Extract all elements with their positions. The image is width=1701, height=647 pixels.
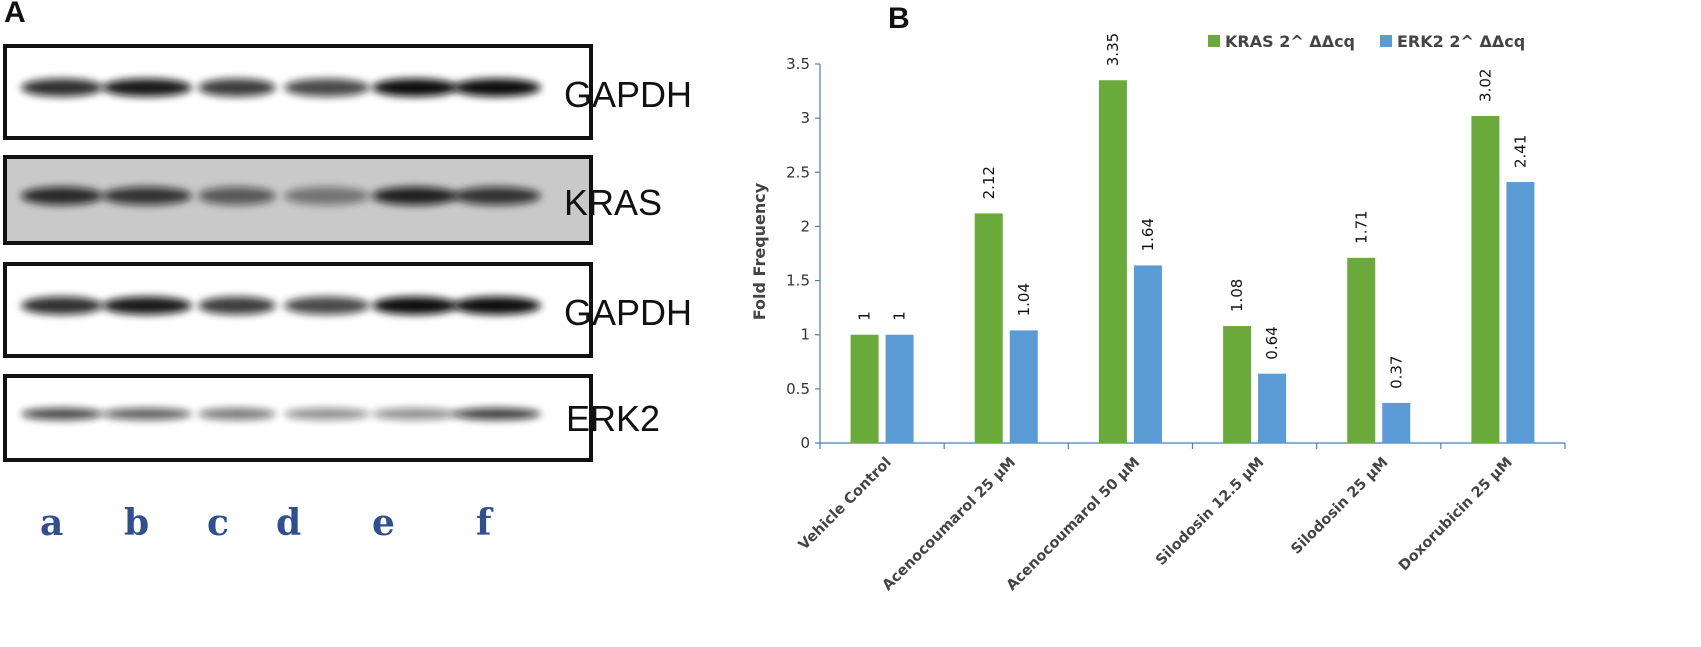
- blot-strip-1: [3, 44, 593, 140]
- erk2-bar-1: [885, 334, 914, 443]
- erk2-bar-6: [1506, 182, 1535, 443]
- blot-label-gapdh: GAPDH: [564, 292, 693, 333]
- blot-band-4-f: [453, 408, 541, 420]
- blot-label-gapdh: GAPDH: [564, 74, 693, 115]
- kras-bar-1: [850, 334, 879, 443]
- kras-value-label-6: 3.02: [1476, 69, 1494, 102]
- blot-band-1-d: [284, 78, 370, 97]
- erk2-bar-3: [1133, 265, 1162, 443]
- lane-label-c: c: [207, 502, 229, 544]
- blot-band-1-b: [102, 78, 192, 97]
- lane-label-e: e: [372, 502, 395, 544]
- blot-band-2-e: [372, 186, 458, 205]
- blot-band-2-c: [198, 186, 276, 205]
- legend-swatch-2: [1380, 35, 1392, 47]
- blot-band-4-b: [102, 408, 192, 420]
- lane-label-a: a: [40, 502, 64, 544]
- kras-bar-2: [974, 213, 1003, 443]
- y-tick-label: 0.5: [786, 380, 810, 398]
- blot-band-2-f: [453, 186, 541, 205]
- blot-band-3-a: [21, 296, 103, 315]
- blot-band-1-e: [372, 78, 458, 97]
- category-label-5: Silodosin 25 µM: [1288, 455, 1391, 558]
- blot-band-3-f: [453, 296, 541, 315]
- blot-band-4-d: [284, 408, 370, 420]
- blot-band-4-e: [372, 408, 458, 420]
- blot-strip-2: [3, 155, 593, 245]
- blot-band-1-f: [453, 78, 541, 97]
- category-label-3: Acenocoumarol 50 µM: [1004, 455, 1143, 594]
- y-tick-label: 3: [800, 109, 810, 127]
- lane-label-b: b: [124, 502, 150, 544]
- bar-chart: 0 0.5 1 1.5 2 2.5 3 3.5 Fold Frequency 1 1 Vehicle …: [750, 32, 1566, 594]
- erk2-value-label-1: 1: [891, 311, 909, 321]
- blot-band-2-a: [21, 186, 103, 205]
- blot-label-erk2: ERK2: [566, 398, 661, 439]
- lane-label-d: d: [276, 502, 302, 544]
- kras-value-label-5: 1.71: [1352, 210, 1370, 243]
- y-tick-label: 1: [800, 326, 810, 344]
- category-label-6: Doxorubicin 25 µM: [1396, 455, 1516, 575]
- legend-swatch-1: [1208, 35, 1220, 47]
- blot-strip-4: [3, 374, 593, 462]
- blot-band-1-c: [198, 78, 276, 97]
- panel-b-letter: B: [888, 2, 910, 35]
- blot-band-3-d: [284, 296, 370, 315]
- kras-value-label-3: 3.35: [1104, 33, 1122, 66]
- y-tick-label: 2: [800, 217, 810, 235]
- blot-band-2-d: [284, 186, 370, 205]
- blot-band-3-e: [372, 296, 458, 315]
- blot-label-kras: KRAS: [564, 182, 663, 223]
- blot-band-1-a: [21, 78, 103, 97]
- erk2-bar-2: [1009, 330, 1038, 443]
- y-tick-label: 0: [800, 434, 810, 452]
- blot-strip-3: [3, 262, 593, 358]
- erk2-value-label-2: 1.04: [1015, 283, 1033, 316]
- kras-value-label-2: 2.12: [980, 166, 998, 199]
- panel-a-letter: A: [4, 0, 26, 29]
- legend-label-2: ERK2 2^ ΔΔcq: [1397, 32, 1525, 51]
- blot-band-3-c: [198, 296, 276, 315]
- blot-band-4-a: [21, 408, 103, 420]
- category-label-4: Silodosin 12.5 µM: [1153, 455, 1267, 569]
- kras-bar-6: [1471, 115, 1500, 443]
- erk2-value-label-6: 2.41: [1511, 135, 1529, 168]
- lane-label-f: f: [476, 502, 492, 544]
- erk2-bar-5: [1382, 402, 1411, 443]
- kras-bar-3: [1098, 80, 1127, 443]
- y-tick-label: 3.5: [786, 55, 810, 73]
- y-axis-label: Fold Frequency: [750, 182, 769, 320]
- kras-value-label-1: 1: [856, 311, 874, 321]
- kras-value-label-4: 1.08: [1228, 279, 1246, 312]
- legend-label-1: KRAS 2^ ΔΔcq: [1225, 32, 1355, 51]
- blot-band-2-b: [102, 186, 192, 205]
- kras-bar-5: [1347, 257, 1376, 443]
- erk2-value-label-4: 0.64: [1263, 326, 1281, 359]
- blot-band-4-c: [198, 408, 276, 420]
- y-tick-label: 2.5: [786, 163, 810, 181]
- erk2-value-label-5: 0.37: [1387, 356, 1405, 389]
- category-label-2: Acenocoumarol 25 µM: [880, 455, 1019, 594]
- y-tick-label: 1.5: [786, 272, 810, 290]
- erk2-value-label-3: 1.64: [1139, 218, 1157, 251]
- blot-band-3-b: [102, 296, 192, 315]
- kras-bar-4: [1223, 326, 1252, 443]
- erk2-bar-4: [1258, 373, 1287, 443]
- category-label-1: Vehicle Control: [796, 455, 895, 554]
